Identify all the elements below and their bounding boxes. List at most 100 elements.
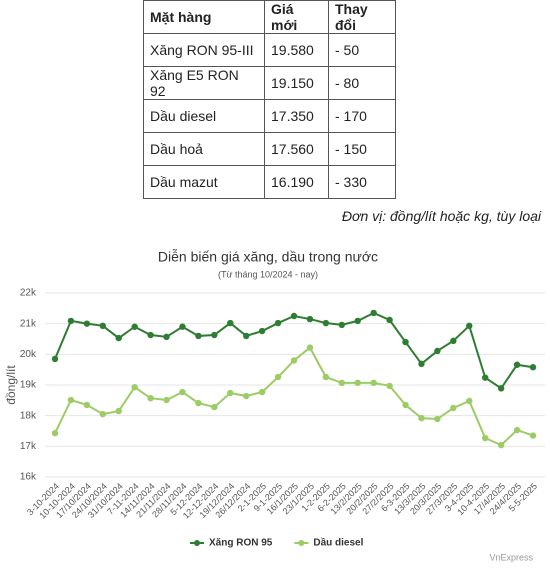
point <box>370 309 377 317</box>
point <box>322 319 330 327</box>
chart-title: Diễn biến giá xăng, dầu trong nước <box>158 249 378 265</box>
point <box>83 320 91 327</box>
credit: VnExpress <box>489 552 533 562</box>
point <box>466 397 473 405</box>
point <box>131 323 138 330</box>
legend-label[interactable]: Xăng RON 95 <box>209 538 273 549</box>
point <box>497 441 505 449</box>
point <box>274 319 282 327</box>
point <box>370 379 377 387</box>
point <box>195 399 202 407</box>
point <box>482 374 489 381</box>
table-row: Dầu mazut 16.190- 330 <box>143 165 396 199</box>
point <box>418 414 425 422</box>
legend-label[interactable]: Dầu diesel <box>313 537 363 549</box>
point <box>83 401 91 409</box>
header-cell: Mặt hàng <box>143 0 265 34</box>
header-cell: Thay đổi <box>328 0 396 34</box>
point <box>51 429 59 437</box>
point <box>418 360 425 368</box>
point <box>51 355 59 363</box>
point <box>322 373 330 381</box>
point <box>227 319 234 327</box>
point <box>258 388 266 396</box>
table-cell: 19.150 <box>264 66 329 100</box>
point <box>163 396 170 404</box>
table-cell: 19.580 <box>264 33 329 67</box>
y-tick-label: 20k <box>20 349 37 360</box>
point <box>67 317 75 325</box>
point <box>115 334 122 342</box>
point <box>147 394 154 402</box>
point <box>147 331 154 339</box>
table-cell: Dầu diesel <box>143 99 265 133</box>
point <box>529 364 537 371</box>
point <box>402 338 409 346</box>
table-cell: - 170 <box>328 99 396 133</box>
unit-note: Đơn vị: đồng/lít hoặc kg, tùy loại <box>341 208 541 224</box>
point <box>513 426 521 434</box>
y-tick-label: 18k <box>20 410 37 421</box>
y-axis-label: đồng/lít <box>4 365 18 405</box>
y-tick-label: 16k <box>20 472 37 483</box>
chart-subtitle: (Từ tháng 10/2024 - nay) <box>218 269 318 279</box>
point <box>497 385 505 392</box>
price-table: Mặt hàng Giá mới Thay đổi Xăng RON 95-III 19… <box>143 0 396 199</box>
y-tick-label: 17k <box>20 441 37 452</box>
point <box>354 379 361 387</box>
table-cell: Xăng E5 RON 92 <box>143 66 265 100</box>
table-cell: - 80 <box>328 66 396 100</box>
point <box>179 323 186 330</box>
header-row: Mặt hàng Giá mới Thay đổi <box>143 0 396 34</box>
table-row: Dầu diesel 17.350- 170 <box>143 99 396 133</box>
point <box>386 382 393 390</box>
point <box>450 404 457 412</box>
point <box>115 407 122 415</box>
point <box>450 337 457 345</box>
point <box>179 388 186 396</box>
point <box>163 333 170 341</box>
table-cell: Dầu mazut <box>143 165 265 199</box>
point <box>482 434 489 442</box>
point <box>386 316 393 324</box>
line <box>54 311 534 390</box>
table-cell: 17.560 <box>264 132 329 166</box>
y-tick-label: 21k <box>20 318 37 329</box>
point <box>338 379 345 387</box>
legend-marker <box>194 540 200 546</box>
point <box>258 327 266 335</box>
point <box>434 347 441 355</box>
point <box>131 383 138 391</box>
point <box>211 403 218 411</box>
table-row: Dầu hoả 17.560- 150 <box>143 132 396 166</box>
y-tick-label: 22k <box>20 288 37 299</box>
point <box>338 321 345 329</box>
point <box>243 392 250 400</box>
point <box>99 410 107 418</box>
table-cell: 17.350 <box>264 99 329 133</box>
header-cell: Giá mới <box>264 0 329 34</box>
point <box>67 396 75 404</box>
legend-marker <box>298 540 305 546</box>
point <box>306 344 314 351</box>
table-cell: - 150 <box>328 132 396 166</box>
table-cell: Xăng RON 95-III <box>143 33 265 67</box>
point <box>195 332 202 340</box>
point <box>99 322 107 330</box>
table-cell: - 330 <box>328 165 396 199</box>
point <box>227 389 234 397</box>
point <box>402 401 409 409</box>
point <box>513 361 521 368</box>
point <box>354 317 361 325</box>
point <box>290 312 298 320</box>
point <box>290 357 298 364</box>
table-row: Xăng E5 RON 92 19.150- 80 <box>143 66 396 100</box>
point <box>466 322 473 330</box>
table-cell: - 50 <box>328 33 396 67</box>
point <box>274 373 282 381</box>
point <box>529 432 537 439</box>
y-tick-label: 19k <box>20 380 37 391</box>
point <box>434 415 441 423</box>
table-cell: Dầu hoả <box>143 132 265 166</box>
